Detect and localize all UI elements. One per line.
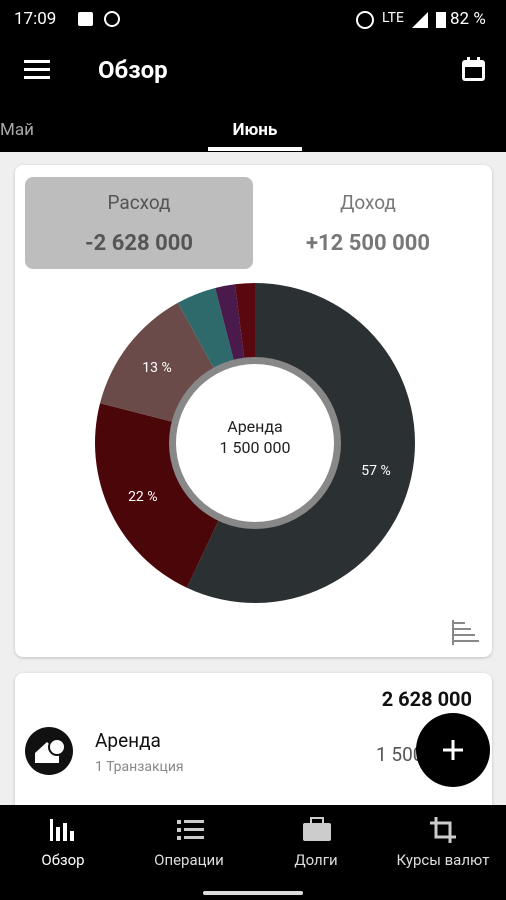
income-label[interactable]: Доход	[340, 191, 396, 214]
overview-card: Расход -2 628 000 Доход +12 500 000 Арен…	[15, 165, 492, 657]
expense-label: Расход	[107, 191, 171, 214]
signal-battery	[412, 12, 446, 28]
alarm-icon	[356, 11, 374, 29]
category-card: 2 628 000 Аренда 1 Транзакция 1 500 000	[15, 673, 492, 813]
menu-button[interactable]	[24, 58, 52, 82]
calendar-button[interactable]	[460, 56, 488, 84]
tab-indicator	[208, 147, 302, 151]
nav-item[interactable]: Долги	[294, 851, 338, 869]
tab-active[interactable]: Июнь	[232, 120, 278, 140]
income-value[interactable]: +12 500 000	[306, 231, 430, 256]
status-icons	[78, 11, 120, 27]
list-total: 2 628 000	[381, 687, 472, 711]
app-bar: Обзор Май Июнь	[0, 40, 506, 152]
network: LTE	[382, 10, 404, 26]
donut-chart: Аренда 1 500 000 57 % 22 % 13 %	[95, 283, 479, 645]
slice-label: 57 %	[361, 463, 390, 479]
home-indicator	[203, 891, 303, 895]
app-title: Обзор	[98, 56, 168, 84]
nav-icons	[50, 817, 456, 843]
slice-label: 22 %	[128, 489, 157, 505]
center-value: 1 500 000	[220, 438, 291, 457]
expense-box[interactable]	[25, 177, 253, 269]
status-bar: 17:09 LTE 82 %	[0, 0, 506, 40]
bars-icon[interactable]	[452, 620, 479, 645]
expense-value: -2 628 000	[85, 231, 193, 256]
nav-item-active[interactable]: Обзор	[41, 851, 85, 869]
bottom-nav: Обзор Операции Долги Курсы валют	[0, 805, 506, 900]
donut-hole	[176, 364, 334, 522]
nav-item[interactable]: Операции	[154, 851, 224, 869]
battery: 82 %	[450, 9, 486, 29]
item-name[interactable]: Аренда	[95, 729, 161, 752]
nav-item[interactable]: Курсы валют	[396, 851, 490, 869]
add-button[interactable]	[415, 712, 491, 788]
item-subtitle: 1 Транзакция	[95, 759, 184, 775]
category-icon	[25, 727, 73, 775]
slice-label: 13 %	[142, 360, 171, 376]
center-label: Аренда	[227, 417, 283, 436]
tab[interactable]: Май	[0, 120, 34, 140]
time: 17:09	[14, 9, 57, 29]
